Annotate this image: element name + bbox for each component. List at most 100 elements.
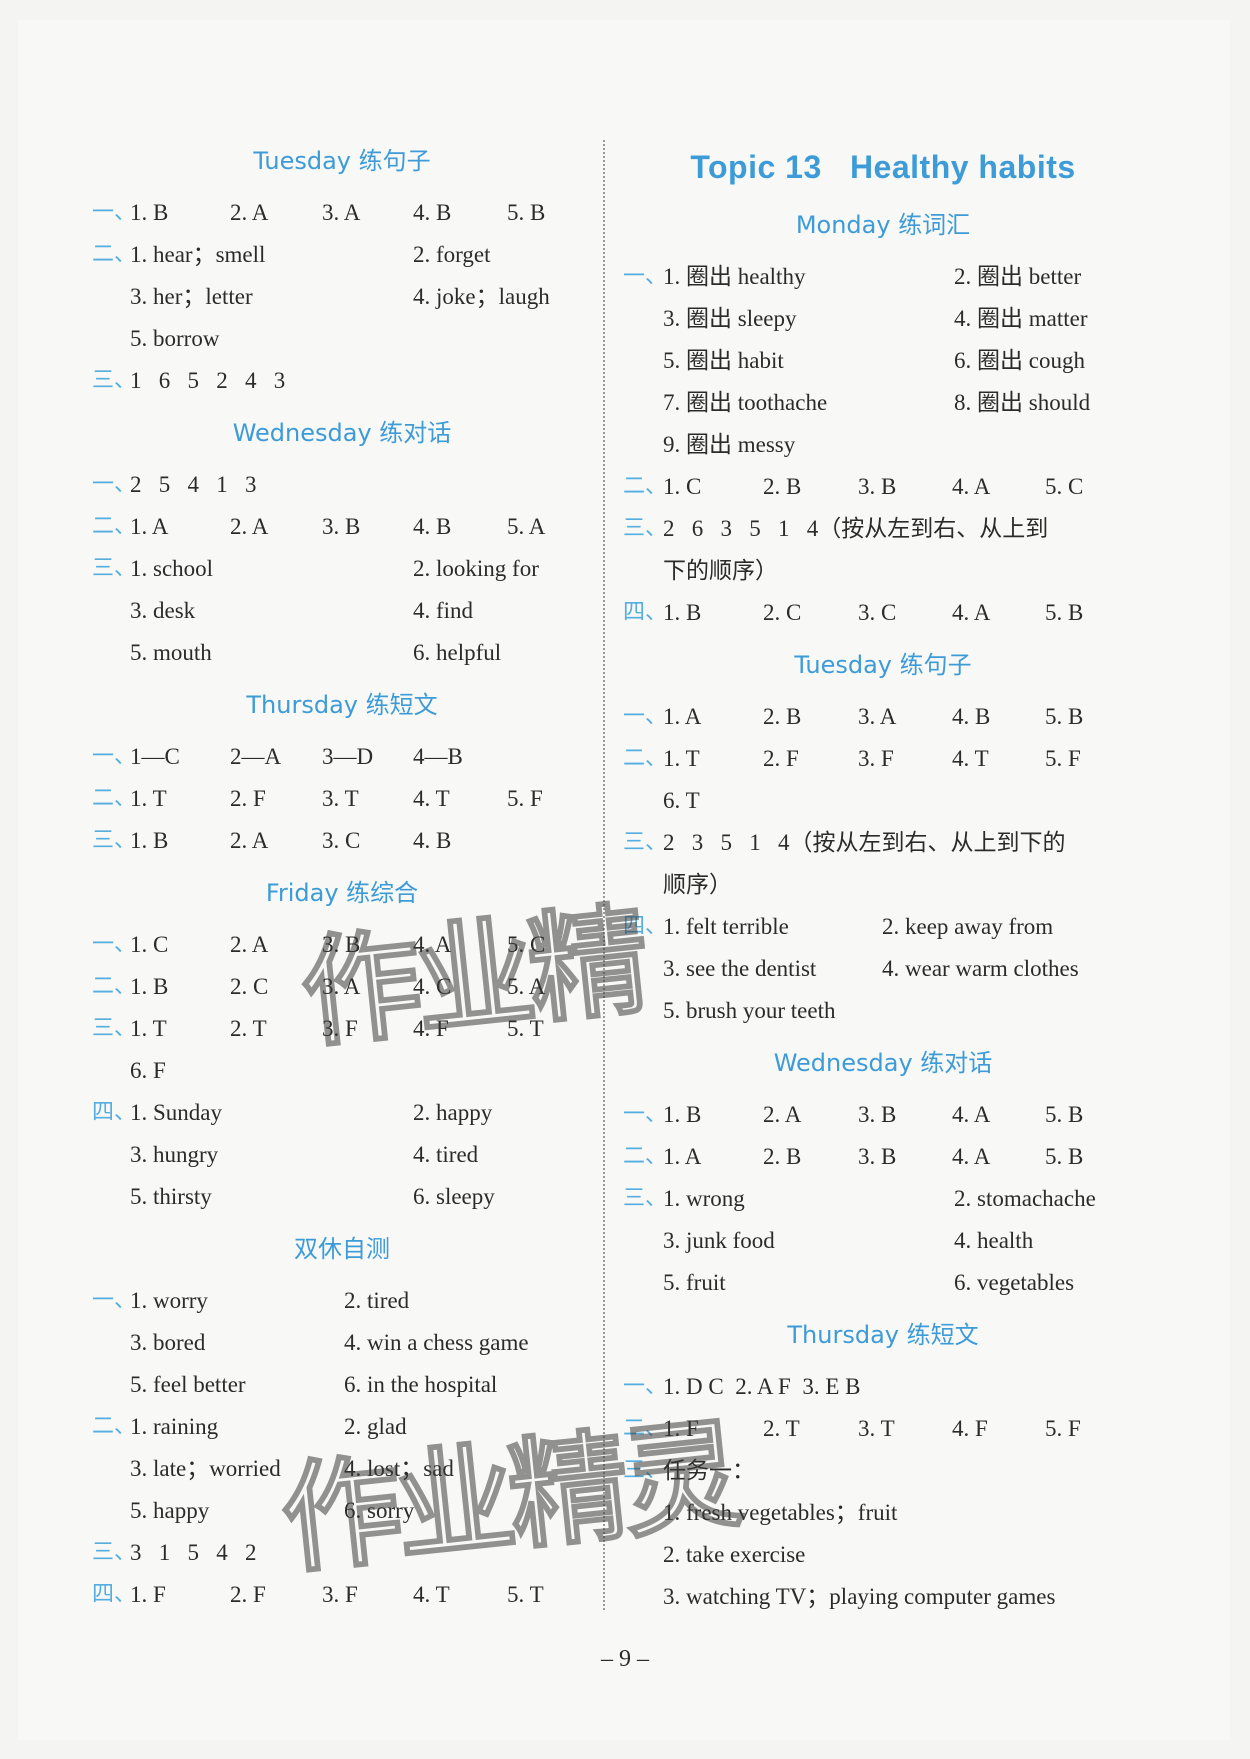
answer-row: 顺序） bbox=[623, 864, 1143, 906]
question-number: 二、 bbox=[623, 1144, 668, 1169]
answer-row: 5. borrow bbox=[92, 318, 592, 360]
answer-row: 四、 1. B 2. C 3. C 4. A 5. B bbox=[623, 592, 1143, 634]
answer: 4. C bbox=[413, 974, 452, 999]
answer: 2 6 3 5 1 4（按从左到右、从上到 bbox=[663, 516, 1049, 541]
answer: 3. B bbox=[858, 1144, 897, 1169]
section-title-tuesday: Tuesday 练句子 bbox=[253, 147, 431, 175]
answer: 4. B bbox=[952, 704, 991, 729]
answer-row: 三、 1. T 2. T 3. F 4. F 5. T bbox=[92, 1008, 592, 1050]
answer-row: 3. late；worried 4. lost；sad bbox=[92, 1448, 592, 1490]
question-number: 一、 bbox=[92, 744, 137, 769]
answer: 5. borrow bbox=[130, 326, 220, 351]
answer: 3. C bbox=[858, 600, 897, 625]
answer: 1. hear；smell bbox=[130, 242, 266, 267]
answer: 2. F bbox=[230, 786, 266, 811]
answer: 2. B bbox=[763, 474, 802, 499]
question-number: 一、 bbox=[92, 472, 137, 497]
answer: 2 5 4 1 3 bbox=[130, 472, 257, 497]
question-number: 二、 bbox=[92, 514, 137, 539]
answer-row: 二、 1. B 2. C 3. A 4. C 5. A bbox=[92, 966, 592, 1008]
answer: 1 6 5 2 4 3 bbox=[130, 368, 286, 393]
answer: 1. 圈出 healthy bbox=[663, 264, 806, 289]
answer: 4. lost；sad bbox=[344, 1456, 454, 1481]
answer: 2. stomachache bbox=[954, 1186, 1096, 1211]
answer: 3. see the dentist bbox=[663, 956, 817, 981]
answer: 1. A bbox=[663, 704, 702, 729]
answer: 3. desk bbox=[130, 598, 196, 623]
answer: 2. happy bbox=[413, 1100, 493, 1125]
answer: 2. F bbox=[763, 746, 799, 771]
answer: 5. B bbox=[1045, 1144, 1084, 1169]
answer-row: 5. feel better 6. in the hospital bbox=[92, 1364, 592, 1406]
section-title-section: 双休自测 bbox=[294, 1235, 390, 1263]
question-number: 一、 bbox=[92, 932, 137, 957]
answer: 3. B bbox=[858, 474, 897, 499]
answer-row: 三、 1 6 5 2 4 3 bbox=[92, 360, 592, 402]
answer: 4. wear warm clothes bbox=[882, 956, 1079, 981]
question-number: 三、 bbox=[623, 1186, 668, 1211]
section-title-tuesday: Tuesday 练句子 bbox=[794, 651, 972, 679]
answer: 3. T bbox=[322, 786, 359, 811]
answer-row: 6. T bbox=[623, 780, 1143, 822]
answer-row: 5. mouth 6. helpful bbox=[92, 632, 592, 674]
answer-row: 1. fresh vegetables；fruit bbox=[623, 1492, 1143, 1534]
question-number: 四、 bbox=[623, 600, 668, 625]
question-number: 二、 bbox=[92, 786, 137, 811]
answer: 3—D bbox=[322, 744, 374, 769]
question-number: 三、 bbox=[623, 516, 668, 541]
answer: 4. A bbox=[952, 474, 991, 499]
answer-row: 7. 圈出 toothache 8. 圈出 should bbox=[623, 382, 1143, 424]
question-number: 一、 bbox=[623, 704, 668, 729]
answer: 4. tired bbox=[413, 1142, 479, 1167]
answer: 6. F bbox=[130, 1058, 166, 1083]
answer: 1. raining bbox=[130, 1414, 219, 1439]
answer: 4. A bbox=[952, 600, 991, 625]
answer-row: 5. happy 6. sorry bbox=[92, 1490, 592, 1532]
answer: 1. fresh vegetables；fruit bbox=[663, 1500, 898, 1525]
answer-row: 3. hungry 4. tired bbox=[92, 1134, 592, 1176]
answer: 3. A bbox=[322, 974, 361, 999]
answer-row: 二、 1. F 2. T 3. T 4. F 5. F bbox=[623, 1408, 1143, 1450]
answer-row: 3. see the dentist 4. wear warm clothes bbox=[623, 948, 1143, 990]
answer: 8. 圈出 should bbox=[954, 390, 1091, 415]
section-title-wednesday: Wednesday 练对话 bbox=[232, 419, 452, 447]
answer-row: 三、 2 3 5 1 4（按从左到右、从上到下的 bbox=[623, 822, 1143, 864]
answer-row: 三、 1. B 2. A 3. C 4. B bbox=[92, 820, 592, 862]
answer: 2—A bbox=[230, 744, 282, 769]
answer-row: 二、 1. T 2. F 3. F 4. T 5. F bbox=[623, 738, 1143, 780]
answer: 4. B bbox=[413, 828, 452, 853]
answer: 2. A bbox=[763, 1102, 802, 1127]
answer: 1. Sunday bbox=[130, 1100, 222, 1125]
answer: 1—C bbox=[130, 744, 180, 769]
answer: 任务一： bbox=[663, 1458, 755, 1483]
answer: 4. T bbox=[952, 746, 989, 771]
question-number: 一、 bbox=[623, 264, 668, 289]
answer: 1. T bbox=[130, 786, 167, 811]
answer-row: 一、 1. C 2. A 3. B 4. A 5. C bbox=[92, 924, 592, 966]
answer: 6. in the hospital bbox=[344, 1372, 498, 1397]
answer-row: 三、 任务一： bbox=[623, 1450, 1143, 1492]
answer: 3. F bbox=[322, 1016, 358, 1041]
answer-row: 5. thirsty 6. sleepy bbox=[92, 1176, 592, 1218]
answer: 1. T bbox=[663, 746, 700, 771]
answer: 3. hungry bbox=[130, 1142, 219, 1167]
question-number: 三、 bbox=[92, 1016, 137, 1041]
answer-row: 二、 1. T 2. F 3. T 4. T 5. F bbox=[92, 778, 592, 820]
answer-row: 一、 1. B 2. A 3. A 4. B 5. B bbox=[92, 192, 592, 234]
answer: 2. looking for bbox=[413, 556, 539, 581]
answer: 1. T bbox=[130, 1016, 167, 1041]
answer: 5. B bbox=[1045, 600, 1084, 625]
question-number: 三、 bbox=[623, 830, 668, 855]
answer: 4. find bbox=[413, 598, 474, 623]
answer: 9. 圈出 messy bbox=[663, 432, 796, 457]
answer: 5. C bbox=[1045, 474, 1084, 499]
answer: 4—B bbox=[413, 744, 463, 769]
answer-row: 3. watching TV；playing computer games bbox=[623, 1576, 1143, 1618]
section-title-friday: Friday 练综合 bbox=[265, 879, 419, 907]
answer: 4. B bbox=[413, 514, 452, 539]
answer: 1. B bbox=[130, 200, 169, 225]
answer: 3. B bbox=[322, 932, 361, 957]
answer: 4. health bbox=[954, 1228, 1034, 1253]
answer: 3. C bbox=[322, 828, 361, 853]
answer: 4. B bbox=[413, 200, 452, 225]
